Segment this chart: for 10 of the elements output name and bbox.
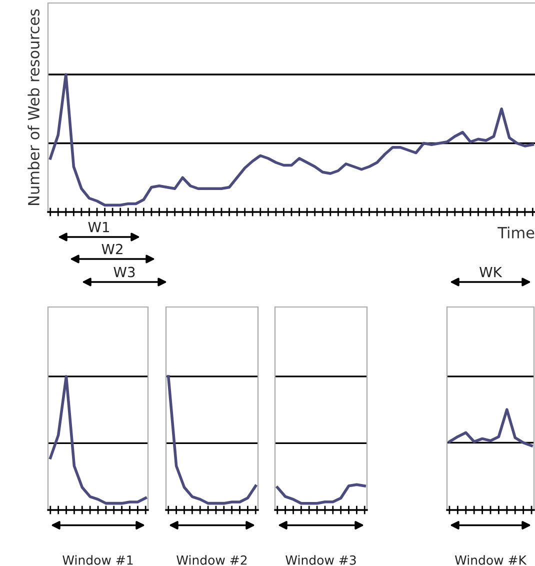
text: W3 (114, 266, 135, 278)
x-axis-title: Time (498, 226, 534, 238)
x-axis-title: Window #3 (286, 555, 356, 565)
x-axis-title: Window #1 (62, 555, 133, 565)
y-axis-title: Number of Web resources (28, 9, 40, 205)
text: W1 (88, 222, 109, 232)
x-axis-title: Window #2 (176, 555, 247, 565)
text: WK (480, 266, 502, 278)
text: W2 (102, 244, 122, 254)
x-axis-title: Window #K (454, 555, 527, 565)
